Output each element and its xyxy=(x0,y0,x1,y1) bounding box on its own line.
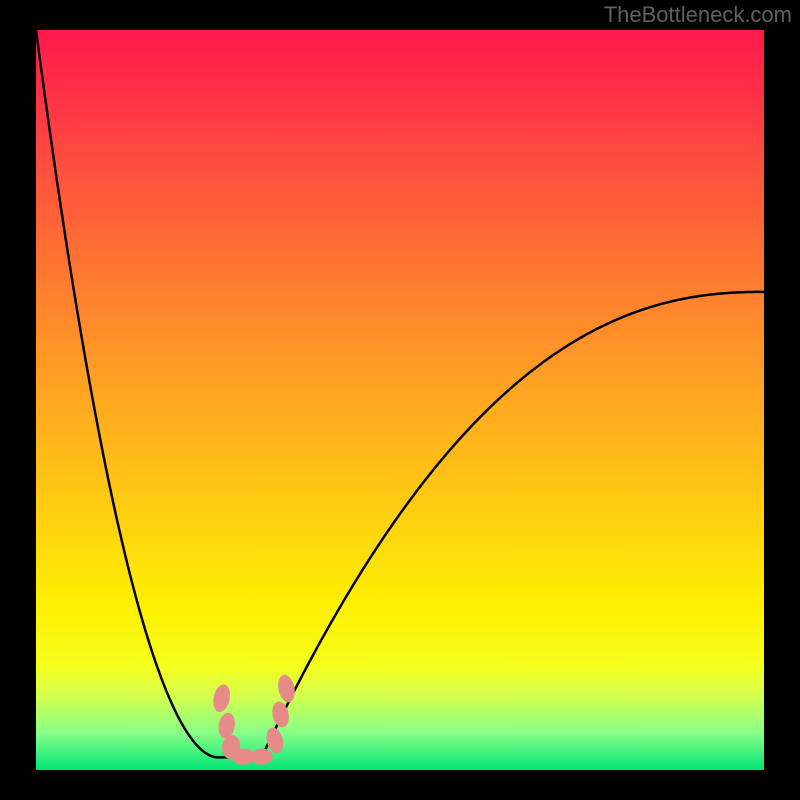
bottleneck-chart xyxy=(0,0,800,800)
marker-blob xyxy=(251,749,273,765)
chart-container: TheBottleneck.com xyxy=(0,0,800,800)
plot-area xyxy=(36,30,764,770)
watermark-text: TheBottleneck.com xyxy=(604,2,792,28)
